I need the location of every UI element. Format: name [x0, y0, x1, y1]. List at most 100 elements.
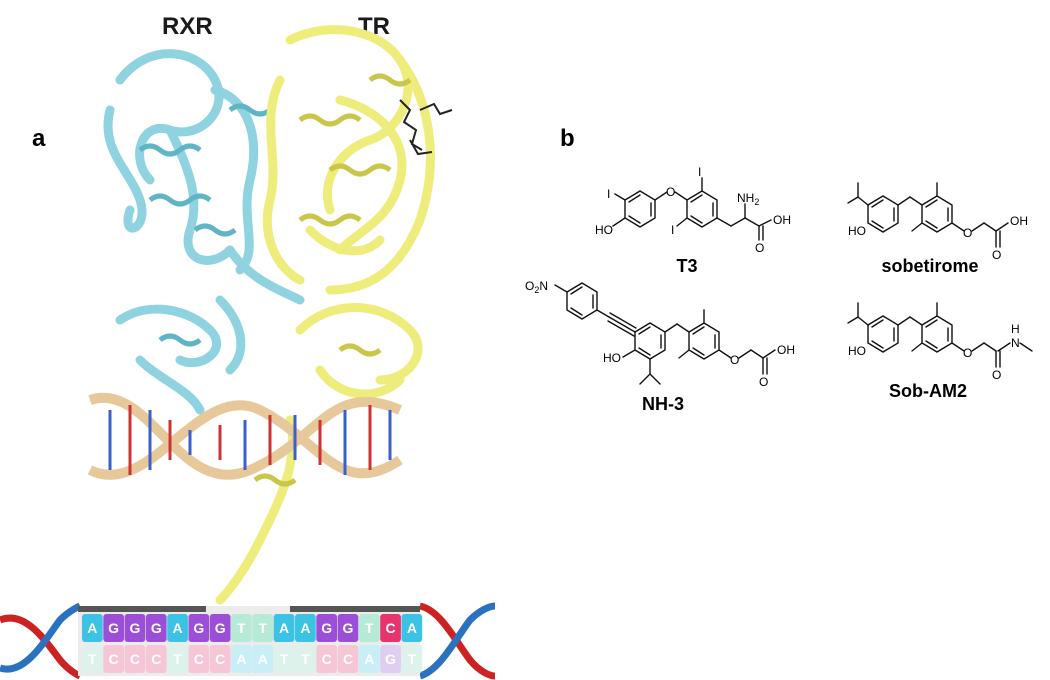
top-base-letter: G — [129, 620, 140, 636]
top-base-tile — [252, 614, 274, 642]
bottom-base-letter: C — [130, 651, 140, 667]
bottom-base-tile — [124, 645, 146, 673]
bottom-base-letter: G — [385, 651, 396, 667]
bottom-base-tile — [145, 645, 167, 673]
top-base-letter: T — [365, 620, 374, 636]
sobetirome-name: sobetirome — [881, 256, 978, 276]
bottom-base-tile — [231, 645, 252, 673]
sob-am2-hydroxyl: HO — [848, 344, 866, 358]
top-base-tile — [337, 614, 359, 642]
bottom-base-letter: C — [343, 651, 353, 667]
top-base-tile — [145, 614, 167, 642]
t3-iodine-2: I — [698, 165, 701, 179]
bottom-base-tile — [337, 645, 359, 673]
t3-iodine-3: I — [671, 223, 674, 237]
bottom-base-letter: A — [258, 651, 268, 667]
t3-acid-oh: OH — [773, 213, 791, 227]
top-base-tile — [167, 614, 188, 642]
top-base-letter: G — [151, 620, 162, 636]
top-base-tile — [209, 614, 231, 642]
top-base-letter: A — [407, 620, 417, 636]
top-base-tile — [103, 614, 124, 642]
nh3-ether-oxygen: O — [730, 353, 739, 367]
top-base-tile — [401, 614, 423, 642]
bottom-base-letter: T — [88, 651, 97, 667]
dna-helix — [87, 392, 403, 480]
bottom-base-tile — [209, 645, 231, 673]
nh3-carbonyl-oxygen: O — [759, 375, 768, 389]
sobetirome-hydroxyl: HO — [848, 224, 866, 238]
bottom-base-tile — [316, 645, 337, 673]
top-base-tile — [124, 614, 146, 642]
tr-protein — [215, 25, 435, 605]
sobetirome-structure: HO O O OH sobetirome — [847, 182, 1028, 276]
sobetirome-ether-oxygen: O — [963, 226, 972, 240]
bottom-base-tile — [380, 645, 401, 673]
rxr-helices — [138, 103, 272, 347]
top-base-tile — [231, 614, 252, 642]
top-base-letter: A — [87, 620, 97, 636]
bottom-base-letter: A — [364, 651, 374, 667]
top-base-tile — [295, 614, 316, 642]
top-base-tile — [380, 614, 401, 642]
top-base-letter: C — [386, 620, 396, 636]
bottom-base-letter: T — [173, 651, 182, 667]
bottom-base-tile — [273, 645, 295, 673]
top-base-tile — [316, 614, 337, 642]
t3-hydroxyl: HO — [595, 223, 613, 237]
bottom-base-letter: T — [408, 651, 417, 667]
top-base-letter: T — [259, 620, 268, 636]
top-base-letter: G — [108, 620, 119, 636]
top-base-tile — [82, 614, 103, 642]
nh3-nitro-group: O2N — [525, 279, 548, 295]
bottom-base-tile — [358, 645, 380, 673]
sobetirome-acid-oh: OH — [1010, 214, 1028, 228]
sob-am2-amide-hydrogen: H — [1011, 322, 1020, 336]
top-base-letter: A — [300, 620, 310, 636]
sob-am2-carbonyl-oxygen: O — [992, 368, 1001, 382]
nh3-hydroxyl: HO — [603, 351, 621, 365]
sob-am2-structure: HO O O N H Sob-AM2 — [847, 302, 1033, 401]
sob-am2-amide-nitrogen: N — [1011, 336, 1020, 350]
bottom-base-tile — [82, 645, 103, 673]
bottom-base-tile — [401, 645, 423, 673]
bottom-base-letter: C — [194, 651, 204, 667]
bottom-base-tile — [167, 645, 188, 673]
tr-helices — [253, 73, 412, 487]
t3-structure: I HO O I I NH2 O OH T3 — [595, 165, 791, 276]
bottom-base-tile — [188, 645, 210, 673]
top-base-letter: G — [321, 620, 332, 636]
panel-b-label: b — [560, 125, 575, 152]
ligand-sticks — [399, 99, 453, 156]
top-base-letter: G — [193, 620, 204, 636]
rxr-label: RXR — [162, 13, 213, 40]
t3-iodine-1: I — [607, 187, 610, 201]
t3-carbonyl-oxygen: O — [755, 241, 764, 255]
bottom-base-letter: C — [109, 651, 119, 667]
top-base-letter: G — [215, 620, 226, 636]
sob-am2-ether-oxygen: O — [963, 346, 972, 360]
top-base-letter: A — [279, 620, 289, 636]
top-base-letter: A — [172, 620, 182, 636]
top-base-letter: G — [343, 620, 354, 636]
top-base-tile — [188, 614, 210, 642]
bottom-base-letter: T — [280, 651, 289, 667]
sob-am2-name: Sob-AM2 — [889, 381, 967, 401]
bottom-base-letter: C — [151, 651, 161, 667]
nh3-acid-oh: OH — [777, 343, 795, 357]
top-base-tile — [273, 614, 295, 642]
t3-name: T3 — [676, 256, 697, 276]
bottom-base-letter: C — [215, 651, 225, 667]
bottom-base-letter: A — [236, 651, 246, 667]
t3-amine: NH2 — [737, 191, 759, 207]
nh3-name: NH-3 — [642, 394, 684, 414]
panel-a-label: a — [32, 125, 46, 152]
t3-ether-oxygen: O — [666, 185, 675, 199]
nh3-structure: O2N HO O O OH NH-3 — [525, 279, 795, 414]
top-base-tile — [358, 614, 380, 642]
sobetirome-carbonyl-oxygen: O — [992, 248, 1001, 262]
